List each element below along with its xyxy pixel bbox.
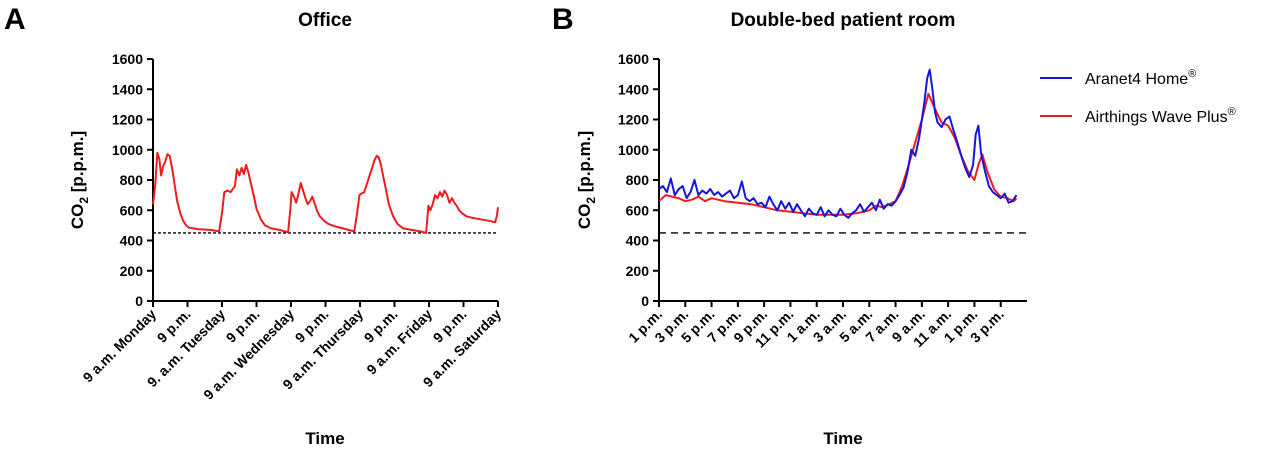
legend-label-aranet-sup: ®	[1188, 68, 1196, 80]
y-axis-label-a-sub: 2	[77, 197, 91, 204]
x-axis-label-b: Time	[823, 429, 862, 448]
legend-label-aranet-text: Aranet4 Home	[1085, 71, 1188, 88]
y-tick-label-a: 1000	[112, 142, 143, 158]
y-tick-label-b: 0	[641, 293, 649, 309]
panel-letter-b: B	[552, 3, 574, 36]
panel-letter-a: A	[4, 3, 26, 36]
y-tick-label-b: 1000	[618, 142, 649, 158]
legend-label-airthings-sup: ®	[1228, 106, 1236, 118]
x-axis-label-a: Time	[305, 429, 344, 448]
y-tick-label-b: 200	[626, 263, 650, 279]
axes-a: 0 200 400 600 800 1000 1200 1400 1600 9 a.m. Mond…	[80, 51, 505, 403]
chart-title-office: Office	[298, 10, 352, 31]
chart-title-patient-room: Double-bed patient room	[731, 10, 956, 31]
y-tick-label-b: 1200	[618, 112, 649, 128]
y-tick-label-a: 1200	[112, 112, 143, 128]
y-tick-label-b: 1400	[618, 81, 649, 97]
y-tick-label-b: 800	[626, 172, 650, 188]
y-tick-label-b: 400	[626, 233, 650, 249]
panel-b: B Double-bed patient room Time CO2 [p.p.…	[552, 3, 1236, 448]
y-axis-label-b: CO2 [p.p.m.]	[575, 131, 598, 229]
y-axis-label-b-unit: [p.p.m.]	[575, 131, 594, 197]
y-tick-label-a: 1400	[112, 81, 143, 97]
y-tick-label-a: 800	[120, 172, 144, 188]
plot-area-a	[152, 151, 499, 234]
y-tick-label-a: 600	[120, 202, 144, 218]
panel-a: A Office Time CO2 [p.p.m.] 0 200 400 600 800…	[4, 3, 504, 448]
y-tick-label-a: 0	[135, 293, 143, 309]
legend: Aranet4 Home® Airthings Wave Plus®	[1040, 68, 1236, 126]
y-tick-label-b: 1600	[618, 51, 649, 67]
y-axis-label-a-unit: [p.p.m.]	[68, 131, 87, 197]
y-tick-label-a: 400	[120, 233, 144, 249]
plot-area-b	[658, 68, 1027, 234]
y-axis-label-b-sub: 2	[584, 197, 598, 204]
y-tick-label-b: 600	[626, 202, 650, 218]
legend-label-airthings: Airthings Wave Plus®	[1085, 106, 1236, 126]
series-line-a-0	[152, 151, 499, 234]
series-line-aranet4-home	[658, 68, 1018, 219]
y-axis-label-b-main: CO	[575, 204, 594, 230]
y-axis-label-a-main: CO	[68, 204, 87, 230]
y-tick-label-a: 200	[120, 263, 144, 279]
legend-label-aranet: Aranet4 Home®	[1085, 68, 1196, 88]
y-tick-label-a: 1600	[112, 51, 143, 67]
x-tick-label-a: 9 a.m. Monday	[80, 306, 160, 386]
series-line-airthings-wave-plus	[658, 92, 1018, 216]
legend-label-airthings-text: Airthings Wave Plus	[1085, 109, 1228, 126]
y-axis-label-a: CO2 [p.p.m.]	[68, 131, 91, 229]
